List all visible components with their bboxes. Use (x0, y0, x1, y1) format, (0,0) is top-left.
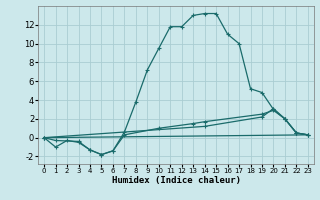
X-axis label: Humidex (Indice chaleur): Humidex (Indice chaleur) (111, 176, 241, 185)
